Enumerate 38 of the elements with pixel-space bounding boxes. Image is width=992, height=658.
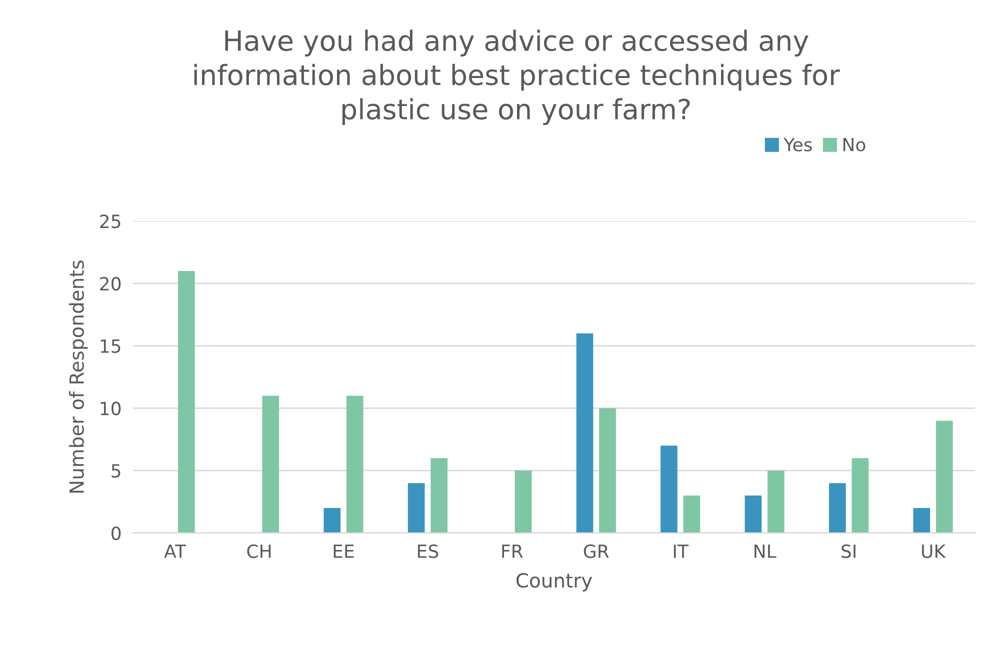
legend-label: Yes [784,138,812,152]
bar [324,508,341,533]
chart-title: Have you had any advice or accessed any information about best practice techniques for plastic use on your farm? [194,30,840,126]
bar [829,483,846,533]
y-tick-label: 25 [100,214,120,228]
x-tick-label: EE [334,544,354,558]
x-tick-label: AT [164,544,186,558]
y-tick-label: 0 [112,526,121,540]
x-tick-label: IT [674,544,689,558]
bar [913,508,930,533]
x-tick-label: SI [842,544,856,558]
y-tick-label: 15 [100,340,120,353]
bar [178,270,195,533]
x-tick-label: ES [418,544,438,558]
x-tick-label: GR [584,544,609,558]
y-tick-label: 5 [112,464,120,478]
x-tick-label: UK [922,544,946,558]
y-tick-label: 10 [100,402,121,416]
bar [408,483,425,533]
x-tick-label: CH [247,544,271,558]
bar [430,458,448,533]
legend-label: No [843,138,866,152]
bar [599,408,616,533]
bar [683,496,700,533]
y-tick-label: 20 [100,276,121,291]
bar [262,396,280,533]
bar [936,420,953,533]
x-axis-title: Country [516,573,592,592]
bar [346,396,364,533]
x-tick-label: FR [502,544,523,558]
bar [852,458,869,533]
bar [660,446,678,533]
bar [514,470,532,533]
y-axis-title: Number of Respondents [68,260,88,493]
bar [744,496,762,533]
bar [576,333,594,533]
x-tick-label: NL [754,544,776,558]
bar [768,470,784,533]
